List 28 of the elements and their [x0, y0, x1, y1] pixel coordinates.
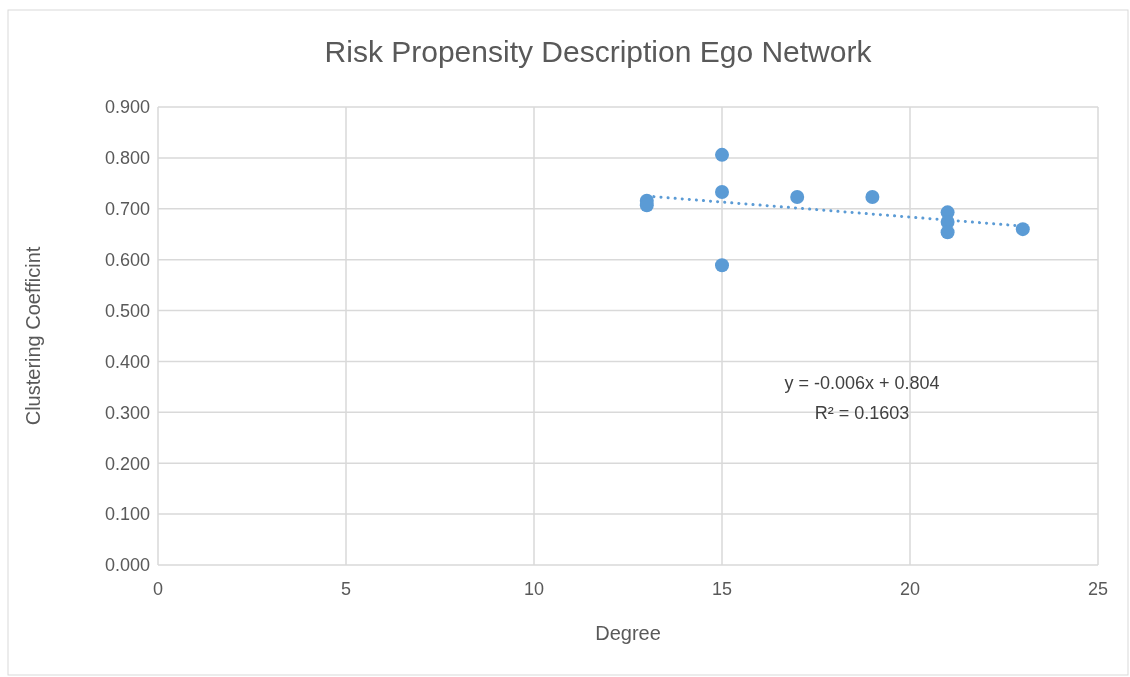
point: [790, 190, 805, 205]
x-tick-label: 5: [340, 579, 352, 599]
y-tick-label: 0.900: [104, 97, 150, 118]
x-tick-label: 25: [1087, 579, 1109, 599]
x-tick-label: 10: [523, 579, 545, 599]
y-tick-label: 0.000: [104, 555, 150, 576]
point: [715, 258, 729, 273]
x-tick-label: 15: [711, 579, 733, 599]
annotation: R² = 0.1603: [814, 403, 910, 423]
point: [865, 190, 880, 205]
y-tick-label: 0.500: [104, 300, 150, 321]
point: [940, 225, 955, 240]
y-tick-label: 0.200: [104, 453, 150, 474]
y-tick-label: 0.100: [104, 504, 150, 525]
y-tick-label: 0.300: [104, 402, 150, 423]
y-axis-title: Clustering Coefficint: [22, 246, 44, 426]
y-tick-label: 0.400: [104, 351, 150, 372]
point: [1015, 222, 1030, 237]
y-tick-label: 0.600: [104, 249, 150, 270]
chart-title: Risk Propensity Description Ego Network: [324, 35, 873, 68]
x-axis-title: Degree: [595, 622, 661, 644]
point: [715, 184, 729, 199]
annotation: y = -0.006x + 0.804: [784, 373, 940, 393]
y-tick-label: 0.700: [104, 199, 150, 220]
x-tick-label: 20: [899, 579, 921, 599]
y-tick-label: 0.800: [104, 148, 150, 169]
point: [715, 147, 729, 162]
x-tick-label: 0: [152, 579, 164, 599]
